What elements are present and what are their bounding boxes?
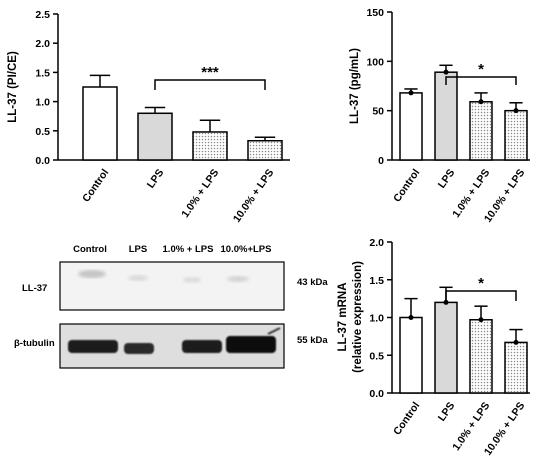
y-axis-label-line: (relative expression) [352, 261, 364, 373]
y-axis-label: LL-37 (PI/CE) [7, 51, 19, 123]
x-tick-label: Control [391, 400, 422, 438]
significance-line [445, 76, 517, 85]
x-tick-label: Control [391, 167, 422, 205]
x-tick-label: 1.0% + LPS [179, 167, 221, 220]
data-point [443, 69, 449, 75]
chart-ll37-pice: 0.0 0.5 1.0 1.5 2.0 2.5 LL-37 (PI/CE) Control LP… [7, 9, 290, 225]
bar [82, 86, 118, 161]
significance-line [154, 79, 266, 90]
y-tick-label: 2.0 [35, 38, 50, 50]
blot-lane-label: 10.0%+LPS [221, 244, 272, 255]
error-bar [404, 297, 418, 318]
blot-membrane-ll37 [59, 261, 285, 311]
bar [434, 71, 458, 161]
error-bar [254, 136, 276, 141]
y-tick-label: 0 [378, 155, 384, 167]
bar [504, 109, 528, 161]
bar [399, 316, 423, 394]
y-tick-label: 50 [372, 106, 384, 118]
data-point [478, 99, 484, 105]
significance-bracket [445, 290, 517, 301]
significance-bracket [445, 76, 517, 85]
significance-line [445, 290, 517, 301]
blot-row-label-ll37: LL-37 [22, 283, 47, 294]
blot-size-55: 55 kDa [297, 335, 328, 346]
x-tick-label: LPS [145, 167, 167, 191]
chart-ll37-mrna: 0.0 0.5 1.0 1.5 2.0 LL-37 mRNA (relative expre… [337, 237, 530, 458]
x-tick-label: Control [80, 167, 111, 205]
blot-lane-label: LPS [129, 244, 147, 255]
error-bar [89, 74, 111, 87]
y-tick-label: 1.0 [369, 313, 384, 325]
bar [247, 139, 283, 161]
y-axis-label: LL-37 (pg/mL) [349, 48, 361, 124]
y-tick-label: 2.0 [369, 237, 384, 249]
y-tick-label: 0.0 [369, 388, 384, 400]
data-point [443, 299, 449, 305]
bar [434, 301, 458, 394]
data-point [478, 317, 484, 323]
y-tick-label: 1.5 [35, 67, 50, 79]
blot-lane-label: Control [73, 244, 107, 255]
y-tick-label: 1.0 [35, 97, 50, 109]
y-tick-label: 0.0 [35, 155, 50, 167]
western-blot: Control LPS 1.0% + LPS 10.0%+LPS LL-37 β… [14, 244, 328, 369]
y-tick-label: 100 [366, 56, 384, 68]
significance-label: *** [201, 64, 219, 81]
x-tick-label: LPS [436, 400, 458, 424]
y-axis-label-line: LL-37 mRNA [337, 282, 349, 351]
blot-size-43: 43 kDa [297, 277, 328, 288]
data-point [513, 339, 519, 345]
bar [504, 341, 528, 394]
data-point [513, 108, 519, 114]
bar [399, 92, 423, 161]
x-tick-label: LPS [436, 167, 458, 191]
bar [137, 112, 173, 161]
error-bar [199, 119, 221, 132]
bar [469, 101, 493, 161]
data-point [408, 315, 414, 320]
bar [469, 319, 493, 394]
x-tick-label: 10.0% + LPS [231, 167, 276, 225]
y-tick-label: 150 [366, 7, 384, 19]
blot-lane-label: 1.0% + LPS [163, 244, 214, 255]
blot-membrane-tubulin [59, 323, 285, 369]
y-tick-label: 2.5 [35, 9, 50, 21]
bar [192, 131, 228, 161]
y-tick-label: 0.5 [369, 350, 384, 362]
data-point [408, 90, 414, 96]
blot-row-label-tubulin: β-tubulin [14, 338, 55, 349]
y-tick-label: 0.5 [35, 126, 50, 138]
y-axis-label: LL-37 mRNA (relative expression) [337, 261, 364, 373]
significance-bracket [154, 79, 266, 90]
error-bar [144, 106, 166, 114]
y-tick-label: 1.5 [369, 275, 384, 287]
significance-label: * [478, 61, 484, 78]
significance-label: * [478, 275, 484, 292]
